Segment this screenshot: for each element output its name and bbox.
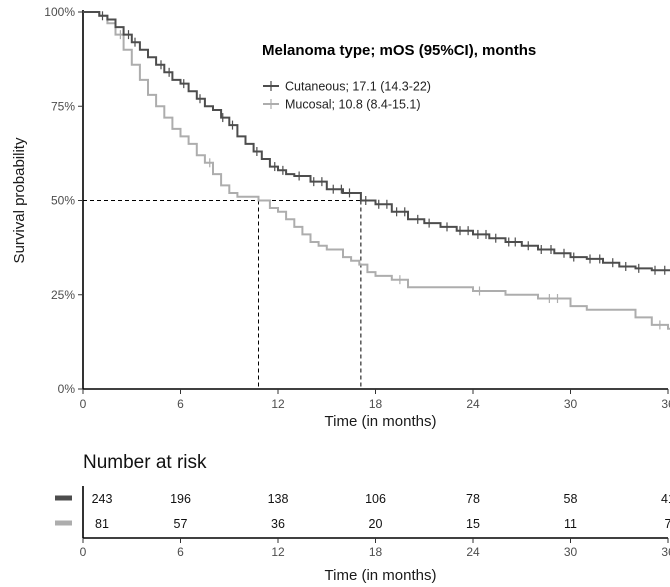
risk-x-tick-label: 24 [466, 545, 480, 559]
risk-count: 78 [466, 492, 480, 506]
x-axis-title: Time (in months) [325, 413, 437, 430]
y-axis-title: Survival probability [11, 137, 28, 263]
risk-x-tick-label: 36 [661, 545, 670, 559]
risk-x-tick-label: 30 [564, 545, 578, 559]
risk-count: 243 [92, 492, 113, 506]
x-tick-label: 12 [271, 397, 285, 411]
x-tick-label: 6 [177, 397, 184, 411]
y-tick-label: 0% [58, 382, 76, 396]
risk-table: Number at risk Time (in months) 243 196 13… [55, 452, 670, 584]
risk-count: 41 [661, 492, 670, 506]
risk-table-title: Number at risk [83, 452, 207, 473]
risk-count: 196 [170, 492, 191, 506]
risk-count: 57 [174, 517, 188, 531]
y-tick-label: 50% [51, 194, 75, 208]
x-tick-label: 30 [564, 397, 578, 411]
series-line-1 [83, 11, 670, 330]
y-tick-label: 25% [51, 288, 75, 302]
y-tick-label: 100% [44, 5, 75, 19]
risk-count: 15 [466, 517, 480, 531]
legend-label-1: Mucosal; 10.8 (8.4-15.1) [285, 98, 421, 112]
risk-x-tick-label: 18 [369, 545, 383, 559]
risk-count: 58 [564, 492, 578, 506]
legend-label-0: Cutaneous; 17.1 (14.3-22) [285, 80, 431, 94]
risk-x-tick-label: 12 [271, 545, 285, 559]
series-line-0 [83, 11, 670, 272]
y-tick-label: 75% [51, 99, 75, 113]
risk-x-tick-label: 6 [177, 545, 184, 559]
x-tick-label: 0 [80, 397, 87, 411]
x-tick-label: 24 [466, 397, 480, 411]
risk-x-tick-label: 0 [80, 545, 87, 559]
x-tick-label: 18 [369, 397, 383, 411]
risk-count: 11 [564, 517, 577, 531]
risk-count: 106 [365, 492, 386, 506]
legend: Melanoma type; mOS (95%CI), months Cutan… [262, 42, 536, 112]
risk-count: 36 [271, 517, 285, 531]
risk-count: 7 [665, 517, 670, 531]
x-tick-label: 36 [661, 397, 670, 411]
risk-count: 20 [369, 517, 383, 531]
risk-count: 81 [95, 517, 109, 531]
risk-table-x-axis-title: Time (in months) [325, 567, 437, 584]
plot-area: 0% 25% 50% 75% 100% 0 6 12 18 24 30 36 [44, 5, 670, 411]
legend-title: Melanoma type; mOS (95%CI), months [262, 42, 536, 59]
risk-count: 138 [268, 492, 289, 506]
